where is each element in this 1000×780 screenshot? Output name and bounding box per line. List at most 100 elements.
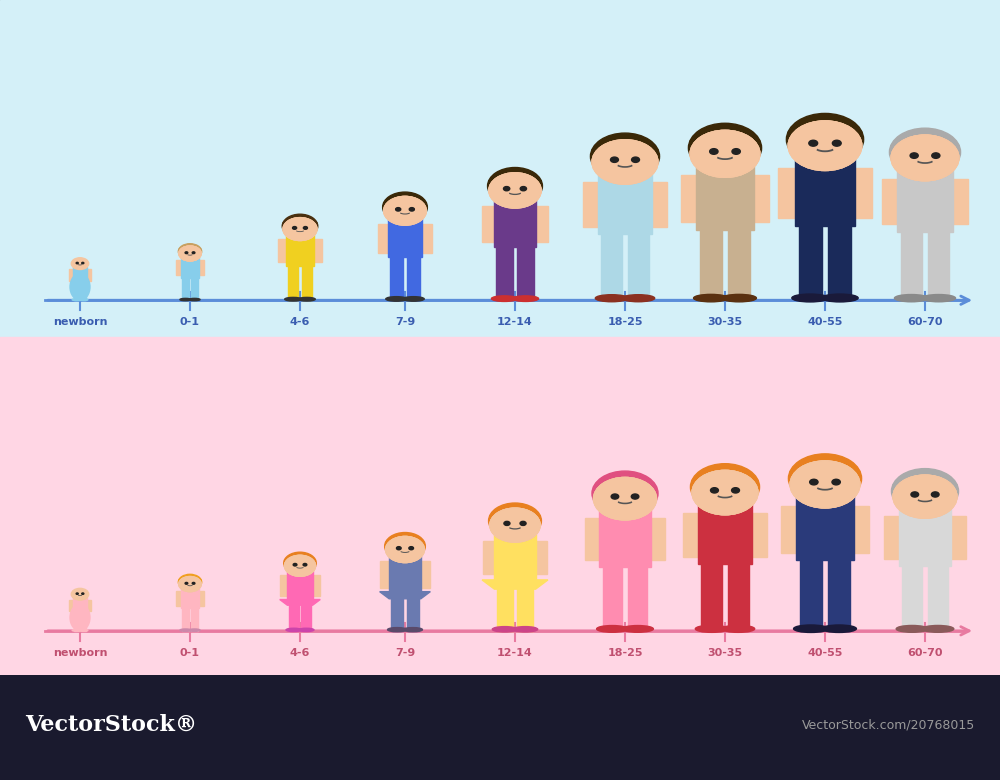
Ellipse shape [622,295,655,302]
Ellipse shape [283,218,317,228]
Ellipse shape [285,556,315,565]
Bar [176,591,181,606]
Circle shape [592,140,658,184]
Circle shape [891,469,959,514]
Bar [422,224,432,253]
Bar [816,487,834,496]
Circle shape [179,576,201,591]
Bar [191,608,198,631]
Circle shape [832,479,840,485]
Bar [795,158,855,225]
Bar [407,257,420,300]
Circle shape [285,555,315,576]
Bar [380,562,389,587]
Ellipse shape [79,299,88,300]
Circle shape [489,173,541,208]
Bar [87,600,91,612]
Circle shape [384,197,426,225]
Bar [182,608,189,631]
Ellipse shape [286,628,301,632]
Circle shape [489,173,541,208]
Ellipse shape [690,133,760,151]
Bar [752,512,767,557]
Circle shape [790,461,860,508]
Circle shape [692,470,758,515]
Bar [901,232,922,300]
Bar [0,0,1000,337]
Bar [917,498,933,508]
Text: 18-25: 18-25 [607,317,643,327]
Bar [728,229,750,300]
Bar [407,592,419,631]
Circle shape [71,588,89,600]
Bar [701,564,722,631]
Ellipse shape [722,626,755,633]
Ellipse shape [595,295,628,302]
Text: VectorStock.com/20768015: VectorStock.com/20768015 [802,718,975,732]
Bar [917,160,933,169]
Circle shape [520,521,526,526]
Circle shape [910,153,918,158]
Ellipse shape [180,629,191,631]
Bar [951,516,966,559]
Polygon shape [280,600,320,605]
Circle shape [490,508,540,542]
Circle shape [282,215,318,238]
Ellipse shape [299,628,314,632]
Text: 40-55: 40-55 [807,317,843,327]
Bar [899,508,951,566]
Circle shape [283,218,317,240]
Circle shape [690,130,760,177]
Bar [176,261,181,275]
Bar [796,496,854,560]
Bar [497,580,513,631]
Bar [483,541,494,575]
Bar [508,192,522,199]
Bar [928,566,948,631]
Bar [928,232,949,300]
Bar [598,173,652,234]
Bar [696,165,754,229]
Circle shape [889,128,961,176]
Circle shape [384,197,426,225]
Text: newborn: newborn [53,647,107,658]
Ellipse shape [790,463,860,482]
Text: 0-1: 0-1 [180,647,200,658]
Circle shape [788,121,862,171]
Circle shape [76,593,78,594]
Circle shape [293,226,297,229]
Ellipse shape [592,142,658,160]
Bar [728,564,749,631]
Circle shape [185,252,188,254]
Circle shape [71,257,89,270]
Bar [816,148,834,158]
Circle shape [178,574,202,590]
Circle shape [690,463,760,510]
Ellipse shape [70,604,90,631]
Circle shape [809,140,818,146]
Bar [496,247,513,300]
Bar [301,600,311,631]
Bar [69,269,73,281]
Text: 4-6: 4-6 [290,317,310,327]
Bar [187,254,193,257]
Ellipse shape [513,296,539,301]
Ellipse shape [298,297,315,301]
Ellipse shape [403,296,424,301]
Bar [313,576,320,596]
Ellipse shape [403,628,422,632]
Ellipse shape [594,480,656,497]
Ellipse shape [189,629,200,631]
Bar [289,600,299,631]
Circle shape [592,140,658,184]
Circle shape [179,576,201,591]
Ellipse shape [179,577,201,583]
Circle shape [82,262,84,264]
Bar [494,534,536,580]
Circle shape [283,218,317,240]
Bar [828,560,850,631]
Ellipse shape [72,299,81,300]
Bar [854,505,869,553]
Bar [828,225,851,300]
Bar [314,239,322,262]
